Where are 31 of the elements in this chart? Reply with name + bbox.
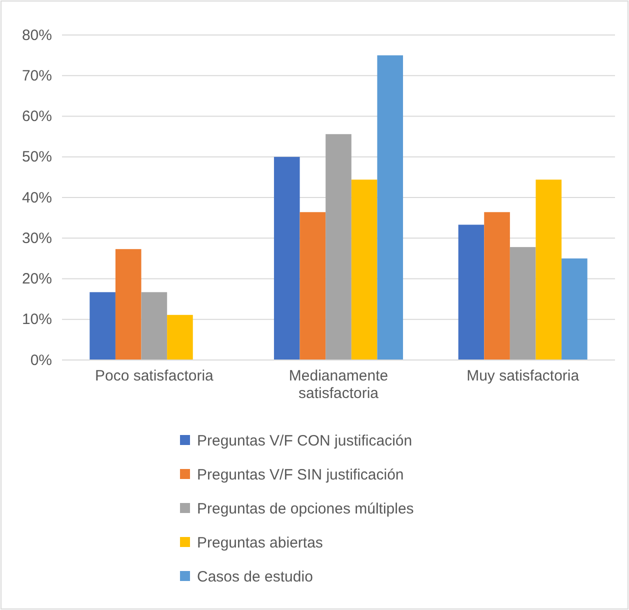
bar <box>510 247 536 360</box>
bar <box>115 249 142 360</box>
bar <box>274 156 300 360</box>
legend-label: Preguntas de opciones múltiples <box>197 500 414 518</box>
bar <box>351 180 378 360</box>
x-tick-label: Muy satisfactoria <box>466 368 580 385</box>
bar <box>300 212 326 360</box>
y-tick-label: 30% <box>22 230 52 247</box>
y-tick-label: 50% <box>22 148 52 166</box>
bar <box>141 292 168 360</box>
x-tick-label: Poco satisfactoria <box>94 368 214 385</box>
bar <box>167 314 193 360</box>
y-tick-label: 20% <box>22 270 52 288</box>
bar <box>562 258 588 360</box>
y-tick-label: 0% <box>30 352 52 369</box>
bar <box>484 212 510 360</box>
y-tick-label: 80% <box>22 26 52 44</box>
bar <box>326 134 352 360</box>
bar <box>90 292 116 360</box>
bar <box>536 180 562 360</box>
x-tick-label: Medianamente satisfactoria <box>288 368 388 402</box>
legend-label: Preguntas V/F CON justificación <box>197 432 412 450</box>
legend-label: Casos de estudio <box>197 568 313 586</box>
y-tick-label: 60% <box>22 108 52 126</box>
bar <box>377 55 404 360</box>
bar <box>458 224 484 360</box>
y-tick-label: 70% <box>22 67 52 84</box>
legend-label: Preguntas abiertas <box>197 534 323 552</box>
y-tick-label: 40% <box>22 189 52 206</box>
y-tick-label: 10% <box>22 311 52 328</box>
legend-label: Preguntas V/F SIN justificación <box>197 466 404 484</box>
